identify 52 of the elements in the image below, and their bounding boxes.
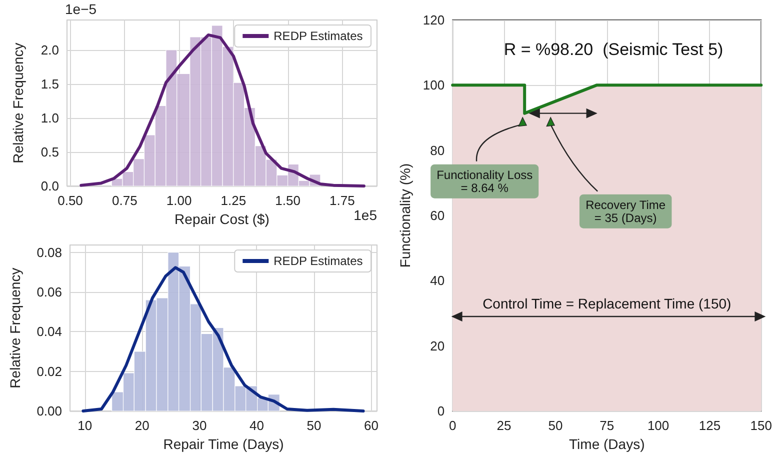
y-tick-label: 1.0 [40, 110, 59, 126]
x-tick-label: 100 [647, 418, 670, 433]
x-tick-label: 75 [600, 418, 614, 433]
y-tick-label: 20 [430, 338, 445, 354]
annotation: Recovery Time = 35 (Days) [586, 198, 666, 225]
x-tick-label: 25 [496, 418, 512, 433]
annotation: Functionality Loss = 8.64 % [436, 168, 533, 195]
text: 1e−5 [65, 1, 97, 17]
y-tick-label: 40 [430, 273, 445, 288]
y-tick-label: 0.02 [36, 364, 62, 379]
x-axis-title: Repair Cost ($) [174, 210, 270, 227]
legend-label: REDP Estimates [274, 29, 363, 43]
x-tick-label: 0 [448, 418, 456, 433]
x-tick-label: 0.50 [58, 193, 83, 208]
y-tick-label: 120 [422, 12, 445, 28]
x-tick-label: 1.50 [275, 193, 300, 208]
x-tick-label: 1.25 [220, 193, 246, 208]
x-tick-label: 50 [306, 418, 322, 433]
x-tick-label: 150 [750, 418, 772, 433]
legend-label: REDP Estimates [274, 254, 363, 268]
x-tick-label: 50 [548, 418, 563, 433]
y-tick-label: 0.04 [36, 324, 62, 340]
y-tick-label: 0.0 [40, 178, 59, 194]
y-tick-label: 60 [430, 208, 445, 223]
text: 1e5 [354, 207, 378, 223]
y-tick-label: 100 [422, 78, 445, 93]
x-tick-label: 60 [364, 418, 379, 433]
y-tick-label: 0.06 [36, 284, 62, 300]
y-tick-label: 0.00 [36, 404, 62, 418]
text: R = %98.20 (Seismic Test 5) [504, 40, 724, 59]
y-axis-title: Relative Frequency [7, 268, 23, 388]
x-axis-title: Time (Days) [569, 436, 645, 452]
line-series [82, 266, 365, 412]
line-series [80, 33, 366, 188]
y-tick-label: 1.5 [40, 76, 59, 92]
x-tick-label: 40 [249, 418, 264, 433]
x-tick-label: 1.75 [330, 193, 355, 208]
x-tick-label: 20 [134, 418, 150, 433]
x-tick-label: 10 [78, 418, 92, 433]
x-tick-label: 125 [698, 418, 721, 433]
y-axis-title: Functionality (%) [397, 163, 413, 268]
y-tick-label: 0 [437, 404, 445, 418]
x-axis-title: Repair Time (Days) [163, 436, 284, 452]
x-tick-label: 1.00 [166, 193, 192, 208]
ref-line-label: Control Time = Replacement Time (150) [482, 296, 732, 312]
x-tick-label: 30 [192, 418, 207, 433]
y-tick-label: 0.5 [40, 144, 59, 160]
y-tick-label: 0.08 [36, 244, 62, 260]
y-tick-label: 80 [430, 142, 445, 158]
y-tick-label: 2.0 [40, 42, 59, 58]
y-axis-title: Relative Frequency [10, 42, 26, 164]
x-tick-label: 0.75 [112, 193, 138, 208]
